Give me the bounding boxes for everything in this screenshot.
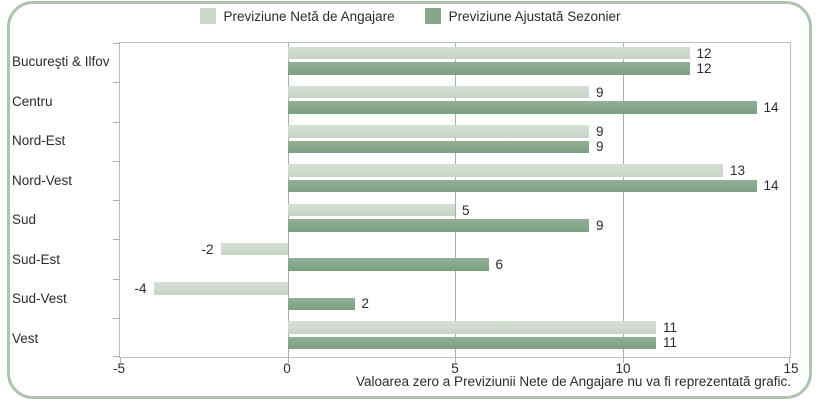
value-label: -4 xyxy=(134,281,147,297)
value-label: 13 xyxy=(730,163,746,179)
bar-row: -2 6 xyxy=(120,239,790,278)
value-label: 12 xyxy=(696,60,712,76)
y-tick xyxy=(113,121,120,123)
legend-swatch-icon xyxy=(424,8,441,24)
value-label: 11 xyxy=(663,320,678,336)
y-tick xyxy=(113,200,120,201)
legend-item-seasonally-adjusted-forecast: Previziune Ajustată Sezonier xyxy=(424,8,621,24)
x-tick-label: 0 xyxy=(283,361,291,376)
x-tick xyxy=(455,357,456,363)
gridline xyxy=(287,43,289,357)
y-tick xyxy=(113,239,120,241)
bar-seasonal-forecast xyxy=(287,258,489,271)
bar-seasonal-forecast xyxy=(287,219,589,232)
value-label: 9 xyxy=(596,84,604,100)
y-tick xyxy=(113,82,120,84)
value-label: 6 xyxy=(495,256,504,272)
bar-seasonal-forecast xyxy=(287,62,690,75)
bar-net-forecast xyxy=(287,46,690,60)
x-tick xyxy=(287,357,289,363)
footnote: Valoarea zero a Previziunii Nete de Anga… xyxy=(356,374,791,389)
bar-net-forecast xyxy=(287,125,589,138)
y-tick xyxy=(113,160,120,162)
y-tick xyxy=(113,278,120,280)
category-label: Nord-Est xyxy=(12,133,66,149)
value-label: 2 xyxy=(361,296,370,312)
bar-rows: 12 12 9 14 9 9 13 14 5 9 -2 6 -4 2 11 11 xyxy=(120,43,790,357)
bar-seasonal-forecast xyxy=(287,101,757,114)
value-label: 9 xyxy=(596,217,604,233)
category-label: Nord-Vest xyxy=(12,172,73,188)
x-tick xyxy=(120,357,121,363)
y-tick xyxy=(113,317,120,319)
value-label: 14 xyxy=(763,99,779,115)
x-tick xyxy=(789,357,790,363)
value-label: -2 xyxy=(201,241,214,257)
bar-net-forecast xyxy=(287,203,455,217)
value-label: 9 xyxy=(596,124,604,140)
value-label: 11 xyxy=(663,335,678,351)
bar-row: 13 14 xyxy=(120,161,790,200)
x-tick-label: -5 xyxy=(112,361,126,376)
value-label: 9 xyxy=(596,139,604,155)
bar-seasonal-forecast xyxy=(287,179,757,193)
bar-row: 11 11 xyxy=(120,318,790,357)
category-label: Sud-Est xyxy=(12,251,61,267)
bar-row: -4 2 xyxy=(120,279,790,318)
bar-net-forecast xyxy=(220,242,288,256)
x-tick-label: 5 xyxy=(451,361,459,376)
bar-seasonal-forecast xyxy=(287,140,589,154)
category-label: Bucureşti & Ilfov xyxy=(12,54,110,70)
category-label: Centru xyxy=(12,93,53,109)
x-tick xyxy=(622,357,624,363)
bar-seasonal-forecast xyxy=(287,297,355,311)
category-label: Vest xyxy=(12,330,39,346)
y-axis-labels: Bucureşti & Ilfov Centru Nord-Est Nord-Vest… xyxy=(12,42,116,358)
category-label: Sud-Vest xyxy=(12,291,67,307)
x-tick-label: 15 xyxy=(783,361,799,376)
category-label: Sud xyxy=(12,212,37,228)
bar-row: 9 14 xyxy=(120,82,790,121)
value-label: 5 xyxy=(462,202,470,218)
x-tick-label: 10 xyxy=(615,361,631,376)
gridline xyxy=(455,43,456,357)
y-tick xyxy=(113,43,120,44)
bar-net-forecast xyxy=(153,282,288,295)
legend: Previziune Netă de Angajare Previziune Aj… xyxy=(0,8,820,24)
y-tick xyxy=(113,356,120,357)
legend-label: Previziune Netă de Angajare xyxy=(223,8,395,24)
bar-seasonal-forecast xyxy=(287,336,656,350)
value-label: 12 xyxy=(696,45,712,61)
bar-net-forecast xyxy=(287,321,656,334)
plot-area: 12 12 9 14 9 9 13 14 5 9 -2 6 -4 2 11 11 xyxy=(113,42,791,363)
legend-label: Previziune Ajustată Sezonier xyxy=(448,8,621,24)
bar-row: 12 12 xyxy=(120,43,790,82)
bar-net-forecast xyxy=(287,85,589,99)
x-axis-labels: -5 0 5 10 15 xyxy=(113,361,799,377)
bar-net-forecast xyxy=(287,164,723,177)
gridline xyxy=(622,43,624,357)
value-label: 14 xyxy=(763,178,779,194)
legend-item-net-forecast: Previziune Netă de Angajare xyxy=(199,8,395,24)
legend-swatch-icon xyxy=(199,8,216,24)
